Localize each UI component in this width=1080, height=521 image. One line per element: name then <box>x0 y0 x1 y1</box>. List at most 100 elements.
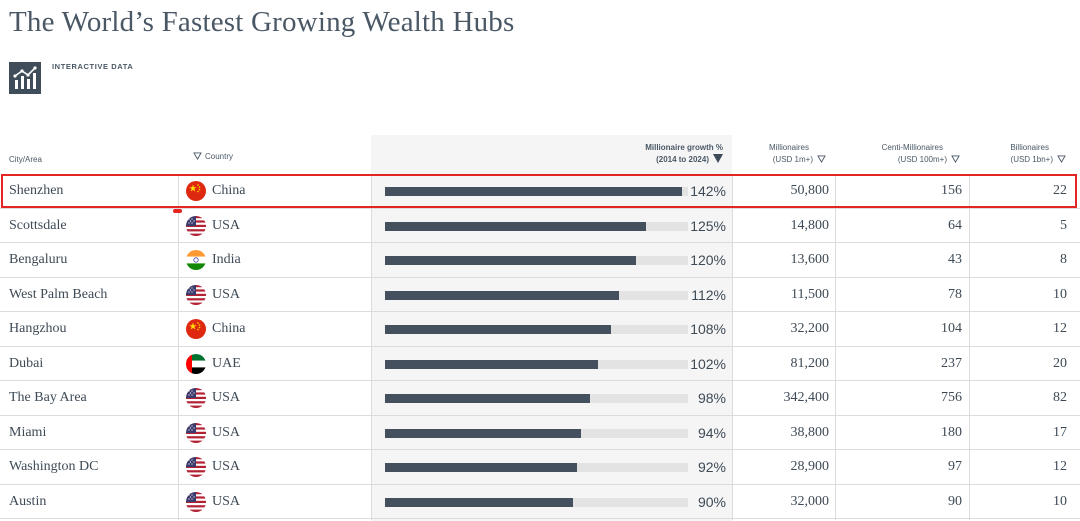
india-flag-icon <box>186 250 206 270</box>
interactive-data-label: INTERACTIVE DATA <box>52 62 134 71</box>
column-divider <box>835 484 836 520</box>
column-divider <box>178 484 179 520</box>
growth-percent: 112% <box>691 286 726 303</box>
country-name: China <box>212 183 246 198</box>
centi-millionaires-value: 43 <box>948 252 962 267</box>
country-name: USA <box>212 286 241 302</box>
billionaires-value: 5 <box>1060 217 1067 233</box>
growth-percent: 98% <box>697 390 726 406</box>
millionaires-value: 13,600 <box>790 252 830 267</box>
growth-bar-track <box>385 221 688 231</box>
growth-bar-fill <box>385 463 577 472</box>
billionaires-value: 12 <box>1053 321 1067 336</box>
column-divider <box>371 174 372 209</box>
highlight-marker <box>173 209 182 213</box>
city-name: Austin <box>9 493 47 509</box>
table-row[interactable]: Washington DC USA 92% 28,900 97 12 <box>0 450 1080 485</box>
column-divider <box>835 277 836 313</box>
country-name: China <box>212 321 246 336</box>
sort-down-outline-icon <box>193 152 202 160</box>
column-divider <box>969 174 970 209</box>
table-row[interactable]: Austin USA 90% 32,000 90 10 <box>0 484 1080 520</box>
centi-millionaires-value: 97 <box>948 459 962 474</box>
header-millionaires[interactable]: Millionaires (USD 1m+) <box>730 142 826 166</box>
usa-flag-icon <box>186 491 206 512</box>
column-divider <box>969 208 970 244</box>
column-divider <box>732 208 733 244</box>
column-divider <box>835 346 836 382</box>
column-divider <box>371 381 372 416</box>
city-name: The Bay Area <box>9 390 87 405</box>
table-row[interactable]: Shenzhen China 142% 50,800 156 22 <box>0 174 1080 209</box>
growth-bar-track <box>385 463 688 472</box>
centi-millionaires-value: 64 <box>948 217 962 233</box>
usa-flag-icon <box>186 388 206 408</box>
billionaires-value: 17 <box>1053 424 1067 440</box>
growth-bar-fill <box>385 187 682 196</box>
column-divider <box>835 243 836 278</box>
city-name: Washington DC <box>9 459 99 474</box>
millionaires-value: 32,000 <box>790 493 830 509</box>
growth-bar-track <box>385 428 688 438</box>
city-name: West Palm Beach <box>9 286 108 302</box>
header-growth-line1: Millionaire growth % <box>645 143 723 152</box>
centi-millionaires-value: 78 <box>948 286 962 302</box>
column-divider <box>371 484 372 520</box>
column-divider <box>835 415 836 451</box>
growth-bar-fill <box>385 394 590 403</box>
column-divider <box>371 208 372 244</box>
centi-millionaires-value: 756 <box>941 390 962 405</box>
column-divider <box>835 450 836 485</box>
header-country-label: Country <box>205 152 234 161</box>
column-divider <box>371 415 372 451</box>
growth-bar-fill <box>385 256 636 265</box>
millionaires-value: 11,500 <box>791 286 829 302</box>
usa-flag-icon <box>186 457 206 477</box>
centi-millionaires-value: 156 <box>941 183 962 198</box>
sort-down-filled-icon <box>713 154 723 163</box>
billionaires-value: 82 <box>1053 390 1067 405</box>
column-divider <box>178 312 179 347</box>
column-divider <box>732 243 733 278</box>
city-name: Shenzhen <box>9 183 64 198</box>
column-divider <box>732 277 733 313</box>
table-row[interactable]: West Palm Beach USA 112% 11,500 78 10 <box>0 277 1080 313</box>
header-billionaires-line1: Billionaires <box>1010 143 1049 152</box>
city-name: Miami <box>9 424 47 440</box>
header-millionaires-line1: Millionaires <box>768 143 809 152</box>
column-divider <box>178 346 179 382</box>
growth-bar-fill <box>385 325 611 334</box>
header-billionaires-line2: (USD 1bn+) <box>1010 155 1053 164</box>
uae-flag-icon <box>186 353 206 374</box>
header-country[interactable]: Country <box>193 151 233 163</box>
header-billionaires[interactable]: Billionaires (USD 1bn+) <box>970 142 1066 166</box>
column-divider <box>178 450 179 485</box>
usa-flag-icon <box>186 422 206 443</box>
growth-percent: 120% <box>690 252 726 268</box>
growth-bar-fill <box>385 428 581 438</box>
table-row[interactable]: Bengaluru India 120% 13,600 43 8 <box>0 243 1080 278</box>
growth-bar-fill <box>385 221 646 231</box>
header-city[interactable]: City/Area <box>9 154 42 166</box>
country-name: India <box>212 252 241 267</box>
column-divider <box>178 381 179 416</box>
header-growth[interactable]: Millionaire growth % (2014 to 2024) <box>560 142 723 166</box>
table-row[interactable]: Miami USA 94% 38,800 180 17 <box>0 415 1080 451</box>
header-growth-line2: (2014 to 2024) <box>656 155 709 164</box>
table-row[interactable]: Scottsdale USA 125% 14,800 64 5 <box>0 208 1080 244</box>
table-row[interactable]: Hangzhou China 108% 32,200 104 12 <box>0 312 1080 347</box>
column-divider <box>969 450 970 485</box>
column-divider <box>969 277 970 313</box>
header-centi-millionaires[interactable]: Centi-Millionaires (USD 100m+) <box>840 142 960 166</box>
table-row[interactable]: The Bay Area USA 98% 342,400 756 82 <box>0 381 1080 416</box>
growth-bar-track <box>385 256 688 265</box>
city-name: Hangzhou <box>9 321 67 336</box>
column-divider <box>835 174 836 209</box>
millionaires-value: 38,800 <box>790 424 830 440</box>
header-centi-line2: (USD 100m+) <box>897 155 947 164</box>
sort-down-outline-icon <box>951 155 960 163</box>
table-row[interactable]: Dubai UAE 102% 81,200 237 20 <box>0 346 1080 382</box>
billionaires-value: 12 <box>1053 459 1067 474</box>
growth-bar-track <box>385 394 688 403</box>
centi-millionaires-value: 180 <box>941 424 962 440</box>
